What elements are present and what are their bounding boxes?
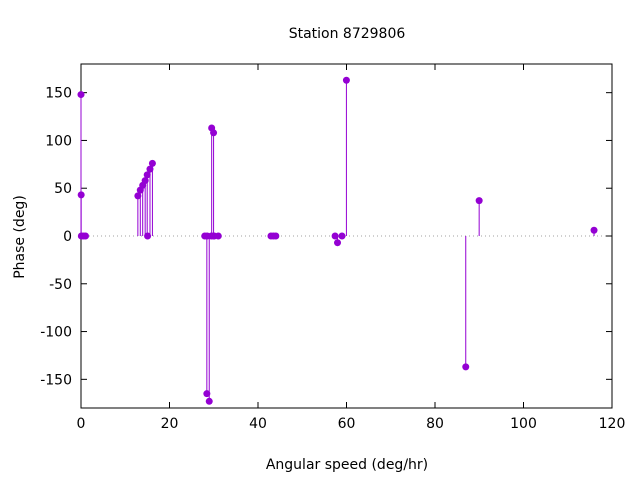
stem-marker (334, 239, 342, 247)
stem-marker (146, 165, 154, 173)
y-tick-label: 150 (45, 86, 72, 102)
stem-marker (214, 232, 222, 240)
x-axis-label: Angular speed (deg/hr) (266, 457, 428, 473)
y-axis-label: Phase (deg) (12, 195, 28, 279)
stem-marker (148, 159, 156, 167)
stem-marker (82, 232, 90, 240)
stem-marker (331, 232, 339, 240)
stem-marker (77, 91, 85, 99)
chart-title: Station 8729806 (289, 26, 406, 42)
x-tick-label: 100 (510, 416, 537, 432)
stem-marker (144, 232, 152, 240)
x-tick-label: 0 (77, 416, 86, 432)
x-tick-label: 80 (426, 416, 444, 432)
stem-marker (134, 192, 142, 200)
stem-marker (210, 129, 218, 137)
x-tick-label: 60 (338, 416, 356, 432)
stem-marker (342, 76, 350, 84)
y-tick-label: 0 (63, 229, 72, 245)
stem-marker (475, 197, 483, 205)
stem-marker (338, 232, 346, 240)
stem-marker (203, 390, 211, 398)
y-tick-label: 100 (45, 133, 72, 149)
stem-marker (143, 171, 151, 179)
y-tick-label: -50 (49, 277, 72, 293)
stem-marker (462, 363, 470, 371)
x-tick-label: 20 (161, 416, 179, 432)
stem-marker (205, 397, 213, 405)
stem-marker (590, 226, 598, 234)
y-tick-label: 50 (54, 181, 72, 197)
y-tick-label: -100 (40, 325, 72, 341)
x-tick-label: 40 (249, 416, 267, 432)
stem-marker (272, 232, 280, 240)
stem-marker (77, 191, 85, 199)
plot-area: 0 20 40 60 80 100 120 -150 -100 -50 0 50 100 150 (40, 63, 626, 432)
y-tick-label: -150 (40, 372, 72, 388)
x-tick-label: 120 (599, 416, 626, 432)
